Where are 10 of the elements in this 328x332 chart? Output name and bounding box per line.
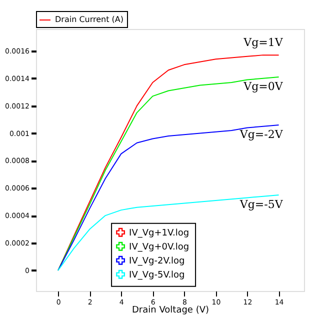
- annotation: Vg=0V: [242, 80, 284, 94]
- y-axis-title: Drain Current (A): [55, 15, 124, 24]
- legend-label: IV_Vg+1V.log: [129, 228, 190, 238]
- legend-label: IV_Vg-2V.log: [129, 256, 185, 266]
- annotation: Vg=-2V: [238, 128, 284, 142]
- annotation: Vg=1V: [242, 36, 284, 50]
- legend-label: IV_Vg-5V.log: [129, 270, 185, 280]
- legend-label: IV_Vg+0V.log: [129, 242, 190, 252]
- x-axis-title: Drain Voltage (V): [132, 306, 210, 316]
- annotation: Vg=-5V: [238, 198, 284, 211]
